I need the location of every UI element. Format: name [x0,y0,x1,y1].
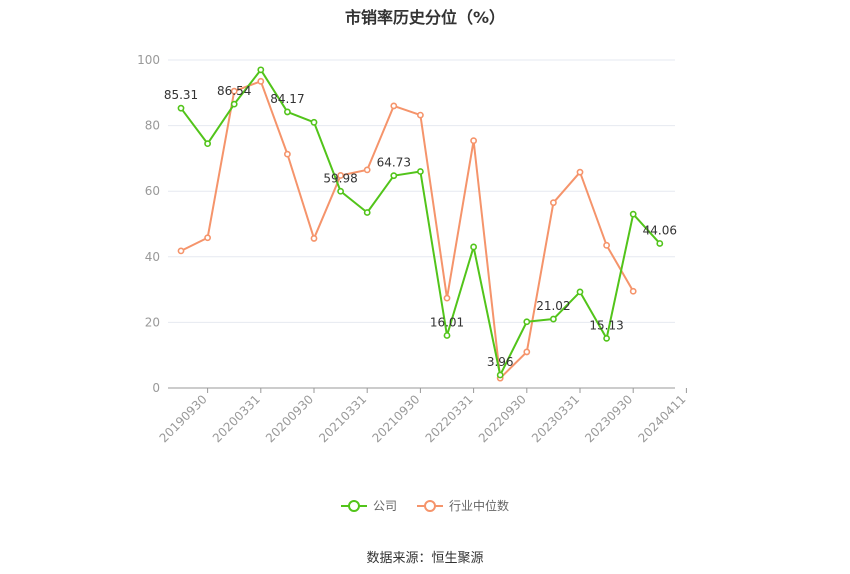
data-point [443,332,451,339]
y-tick-label: 0 [152,381,160,395]
legend-company-label: 公司 [372,499,397,513]
data-point [470,243,477,251]
data-label: 16.01 [430,315,464,329]
data-point [390,172,398,180]
data-point [523,348,531,356]
data-point [390,102,398,110]
data-source: 数据来源：恒生聚源 [366,551,484,566]
data-point [470,137,477,145]
data-point [416,111,424,119]
y-tick-label: 100 [137,53,160,67]
data-point [257,77,265,85]
x-tick-label: 20190930 [157,392,210,445]
legend-industry-swatch [417,499,443,513]
data-point [523,318,531,326]
data-label: 21.02 [536,299,570,313]
x-tick-label: 20230331 [529,392,582,445]
y-axis: 0 20 40 60 80 100 [137,53,160,395]
data-point [177,247,185,255]
data-point [310,235,318,242]
data-label: 84.17 [270,92,304,106]
data-point [230,100,238,108]
x-tick-label: 20200930 [263,392,316,445]
x-axis: 20190930 20200331 20200930 20210331 20210930… [157,387,689,445]
y-tick-label: 40 [145,250,160,264]
grid-lines [168,59,675,323]
data-point [204,234,211,242]
x-tick-label: 20210930 [369,392,422,445]
series-layer [177,66,664,382]
y-tick-label: 80 [145,119,160,133]
data-label: 59.98 [323,171,357,185]
data-label: 85.31 [164,88,198,102]
data-point [496,371,504,379]
x-tick-label: 20230930 [582,392,635,445]
data-point [550,199,557,207]
series-line-行业中位数 [180,80,635,380]
data-point [603,241,610,249]
data-point [576,288,584,296]
data-point [629,287,637,295]
data-label: 64.73 [377,156,411,170]
x-tick-label: 20220930 [476,392,529,445]
data-point [257,66,265,74]
x-tick-label: 20210331 [316,392,369,445]
data-point [416,168,424,175]
x-tick-label: 20240411 [635,392,688,445]
x-tick-label: 20200331 [210,392,263,445]
data-point [204,140,211,148]
data-point [576,168,584,176]
legend-item-company[interactable]: 公司 [340,497,397,514]
data-point [337,172,344,179]
data-label: 15.13 [589,318,623,332]
data-point [230,87,238,95]
data-point [177,104,185,112]
data-point [550,315,557,323]
data-label: 44.06 [643,223,677,237]
data-point [283,108,291,116]
legend: 公司 行业中位数 [0,497,850,514]
data-label: 86.54 [217,84,251,98]
data-point [629,210,637,218]
data-point [363,209,371,216]
data-point [443,294,451,302]
legend-item-industry[interactable]: 行业中位数 [417,497,509,514]
data-point [337,187,344,195]
data-point [603,334,610,342]
legend-industry-label: 行业中位数 [449,499,510,513]
y-tick-label: 20 [145,315,160,329]
data-label: 3.96 [487,355,514,369]
x-tick-label: 20220331 [423,392,476,445]
data-point [363,166,371,174]
data-point [283,150,291,158]
data-point [656,240,664,247]
y-tick-label: 60 [145,184,160,198]
data-labels: 85.31 86.54 84.17 59.98 64.73 16.01 3.96 21.02 1… [164,84,677,369]
data-point [310,118,318,126]
chart-title: 市销率历史分位（%） [344,8,506,27]
legend-company-swatch [340,499,367,513]
